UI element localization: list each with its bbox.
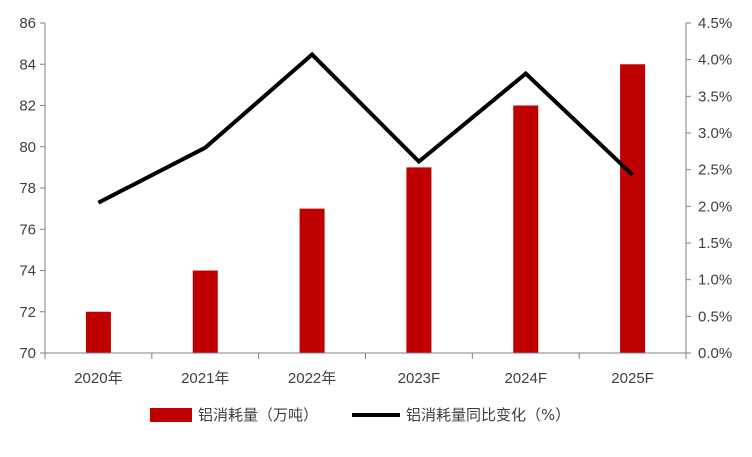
y-right-tick-label-4: 2.0% xyxy=(698,198,732,215)
bar-1 xyxy=(193,271,218,354)
y-left-tick-label-4: 78 xyxy=(19,180,36,197)
x-tick-label-3: 2023F xyxy=(398,370,441,387)
x-tick-label-4: 2024F xyxy=(504,370,547,387)
legend-item-line: 铝消耗量同比变化（%） xyxy=(352,404,570,425)
x-tick-label-5: 2025F xyxy=(611,370,654,387)
y-right-tick-label-0: 0.0% xyxy=(698,345,732,362)
y-left-tick-label-8: 86 xyxy=(19,15,36,32)
legend-line-swatch xyxy=(352,413,400,417)
x-tick-label-1: 2021年 xyxy=(181,370,229,387)
y-left-tick-label-3: 76 xyxy=(19,221,36,238)
line-series xyxy=(98,55,632,203)
y-right-tick-label-1: 0.5% xyxy=(698,308,732,325)
y-right-tick-label-5: 2.5% xyxy=(698,162,732,179)
y-left-tick-label-7: 84 xyxy=(19,56,36,73)
y-right-tick-label-2: 1.0% xyxy=(698,272,732,289)
axes-layer xyxy=(40,23,691,359)
bar-0 xyxy=(86,312,111,353)
x-tick-label-0: 2020年 xyxy=(74,370,122,387)
bar-3 xyxy=(406,167,431,353)
legend: 铝消耗量（万吨） 铝消耗量同比变化（%） xyxy=(0,404,752,438)
y-left-tick-label-2: 74 xyxy=(19,263,36,280)
y-left-tick-label-1: 72 xyxy=(19,304,36,321)
legend-line-label: 铝消耗量同比变化（%） xyxy=(406,404,570,425)
y-right-tick-label-3: 1.5% xyxy=(698,235,732,252)
y-left-tick-label-0: 70 xyxy=(19,345,36,362)
y-left-tick-label-6: 82 xyxy=(19,98,36,115)
bar-4 xyxy=(513,106,538,354)
x-tick-label-2: 2022年 xyxy=(288,370,336,387)
y-right-tick-label-9: 4.5% xyxy=(698,15,732,32)
legend-bar-swatch xyxy=(150,408,192,422)
y-right-tick-label-7: 3.5% xyxy=(698,88,732,105)
legend-item-bar: 铝消耗量（万吨） xyxy=(150,404,318,425)
legend-bar-label: 铝消耗量（万吨） xyxy=(198,404,318,425)
y-right-tick-label-8: 4.0% xyxy=(698,52,732,69)
line-layer xyxy=(98,54,632,202)
bar-2 xyxy=(300,209,325,353)
y-left-tick-label-5: 80 xyxy=(19,139,36,156)
bar-5 xyxy=(620,64,645,353)
y-right-tick-label-6: 3.0% xyxy=(698,125,732,142)
